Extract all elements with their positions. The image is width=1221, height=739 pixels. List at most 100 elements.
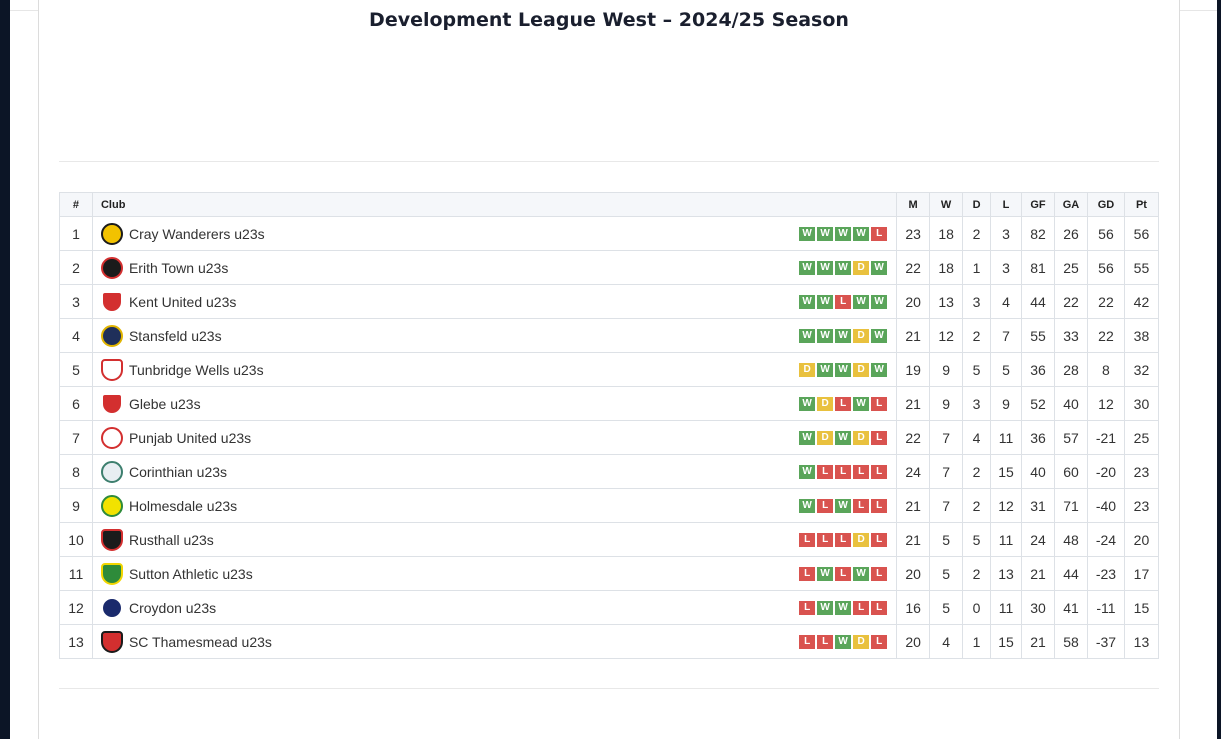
- form-result-badge[interactable]: W: [835, 362, 852, 377]
- club-link[interactable]: Kent United u23s: [100, 290, 236, 313]
- form-result-badge[interactable]: L: [817, 498, 834, 513]
- form-result-badge[interactable]: W: [817, 600, 834, 615]
- club-link[interactable]: Punjab United u23s: [100, 426, 251, 449]
- header-wins[interactable]: W: [929, 192, 964, 217]
- club-link[interactable]: Cray Wanderers u23s: [100, 222, 265, 245]
- form-result-badge[interactable]: W: [817, 362, 834, 377]
- form-result-badge[interactable]: W: [817, 328, 834, 343]
- goals-for-cell: 36: [1021, 352, 1055, 387]
- form-result-badge[interactable]: L: [871, 396, 888, 411]
- form-result-badge[interactable]: L: [835, 396, 852, 411]
- form-result-badge[interactable]: D: [853, 532, 870, 547]
- club-link[interactable]: Stansfeld u23s: [100, 324, 222, 347]
- form-result-badge[interactable]: D: [817, 396, 834, 411]
- form-result-badge[interactable]: W: [853, 396, 870, 411]
- form-result-badge[interactable]: L: [853, 464, 870, 479]
- form-result-badge[interactable]: D: [853, 362, 870, 377]
- form-result-badge[interactable]: L: [871, 600, 888, 615]
- form-result-badge[interactable]: W: [799, 226, 816, 241]
- header-points[interactable]: Pt: [1123, 192, 1160, 217]
- form-result-badge[interactable]: W: [853, 294, 870, 309]
- form-result-badge[interactable]: L: [799, 600, 816, 615]
- form-result-badge[interactable]: W: [799, 260, 816, 275]
- form-result-badge[interactable]: D: [853, 328, 870, 343]
- form-result-badge[interactable]: L: [799, 532, 816, 547]
- form-result-badge[interactable]: L: [871, 464, 888, 479]
- club-link[interactable]: Corinthian u23s: [100, 460, 227, 483]
- header-draws[interactable]: D: [962, 192, 992, 217]
- form-result-badge[interactable]: W: [835, 260, 852, 275]
- club-link[interactable]: Tunbridge Wells u23s: [100, 358, 264, 381]
- form-result-badge[interactable]: W: [835, 600, 852, 615]
- form-result-badge[interactable]: L: [817, 532, 834, 547]
- form-result-badge[interactable]: W: [817, 226, 834, 241]
- header-goals-for[interactable]: GF: [1021, 192, 1055, 217]
- form-result-badge[interactable]: W: [871, 294, 888, 309]
- form-result-badge[interactable]: L: [871, 498, 888, 513]
- club-link[interactable]: Rusthall u23s: [100, 528, 214, 551]
- form-result-badge[interactable]: L: [871, 566, 888, 581]
- form-result-badge[interactable]: W: [799, 396, 816, 411]
- losses-cell: 9: [990, 386, 1023, 421]
- form-result-badge[interactable]: L: [817, 464, 834, 479]
- club-cell: Stansfeld u23s W W W D W: [91, 318, 898, 353]
- goal-difference-cell: 22: [1086, 318, 1125, 353]
- club-link[interactable]: Erith Town u23s: [100, 256, 228, 279]
- club-link[interactable]: SC Thamesmead u23s: [100, 630, 272, 653]
- form-result-badge[interactable]: D: [817, 430, 834, 445]
- club-link[interactable]: Holmesdale u23s: [100, 494, 237, 517]
- form-result-badge[interactable]: W: [871, 362, 888, 377]
- header-losses[interactable]: L: [990, 192, 1023, 217]
- form-result-badge[interactable]: W: [835, 430, 852, 445]
- form-result-badge[interactable]: L: [853, 498, 870, 513]
- form-result-badge[interactable]: L: [871, 532, 888, 547]
- form-result-badge[interactable]: W: [799, 430, 816, 445]
- club-cell: Croydon u23s L W W L L: [91, 590, 898, 625]
- form-result-badge[interactable]: W: [853, 226, 870, 241]
- form-result-badge[interactable]: W: [871, 328, 888, 343]
- form-result-badge[interactable]: W: [799, 464, 816, 479]
- form-result-badge[interactable]: L: [817, 634, 834, 649]
- form-result-badge[interactable]: W: [835, 498, 852, 513]
- header-club[interactable]: Club: [91, 192, 898, 217]
- header-goal-difference[interactable]: GD: [1086, 192, 1125, 217]
- draws-cell: 2: [962, 216, 992, 251]
- form-result-badge[interactable]: L: [871, 226, 888, 241]
- form-result-badge[interactable]: L: [799, 634, 816, 649]
- goals-against-cell: 22: [1054, 284, 1088, 319]
- form-result-badge[interactable]: W: [817, 294, 834, 309]
- header-goals-against[interactable]: GA: [1054, 192, 1088, 217]
- form-result-badge[interactable]: L: [835, 532, 852, 547]
- form-result-badge[interactable]: L: [871, 634, 888, 649]
- club-link[interactable]: Glebe u23s: [100, 392, 201, 415]
- form-result-badge[interactable]: D: [853, 634, 870, 649]
- form-result-badge[interactable]: D: [853, 430, 870, 445]
- header-matches[interactable]: M: [896, 192, 931, 217]
- form-result-badge[interactable]: L: [835, 294, 852, 309]
- form-result-badge[interactable]: W: [835, 634, 852, 649]
- table-row: 10 Rusthall u23s L L L D L 21 5 5 11 24 48 -24 20: [59, 522, 1160, 557]
- form-result-badge[interactable]: W: [835, 328, 852, 343]
- form-result-badge[interactable]: L: [799, 566, 816, 581]
- form-result-badge[interactable]: L: [835, 566, 852, 581]
- form-result-badge[interactable]: W: [853, 566, 870, 581]
- form-result-badge[interactable]: W: [817, 566, 834, 581]
- form-result-badge[interactable]: L: [853, 600, 870, 615]
- club-wrap: Erith Town u23s W W W D W: [100, 256, 896, 279]
- header-pos[interactable]: #: [59, 192, 93, 217]
- form-result-badge[interactable]: D: [799, 362, 816, 377]
- form-result-badge[interactable]: W: [799, 498, 816, 513]
- club-link[interactable]: Sutton Athletic u23s: [100, 562, 253, 585]
- form-result-badge[interactable]: W: [835, 226, 852, 241]
- goals-for-cell: 55: [1021, 318, 1055, 353]
- club-link[interactable]: Croydon u23s: [100, 596, 216, 619]
- form-result-badge[interactable]: W: [799, 328, 816, 343]
- form-result-badge[interactable]: W: [871, 260, 888, 275]
- form-result-badge[interactable]: W: [799, 294, 816, 309]
- form-result-badge[interactable]: L: [871, 430, 888, 445]
- form-result-badge[interactable]: D: [853, 260, 870, 275]
- form-result-badge[interactable]: W: [817, 260, 834, 275]
- form-result-badge[interactable]: L: [835, 464, 852, 479]
